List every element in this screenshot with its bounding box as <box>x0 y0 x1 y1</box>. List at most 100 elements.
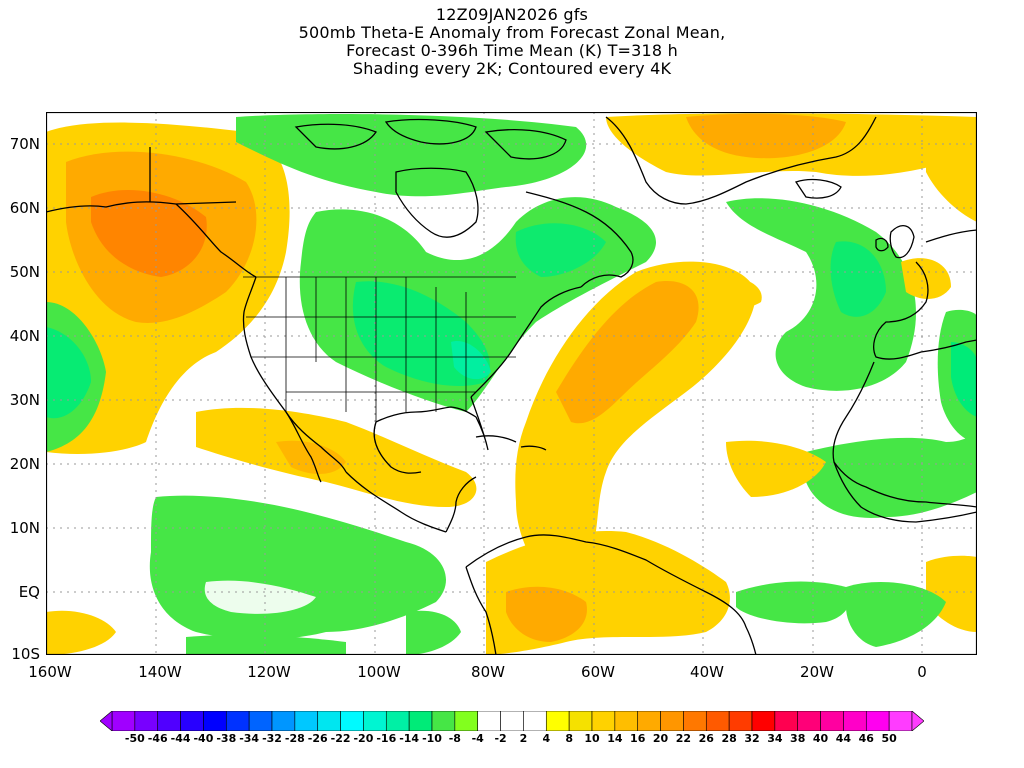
colorbar-tick-label: -22 <box>330 732 351 745</box>
cool-anomaly-west-africa <box>806 432 977 518</box>
title-shading-info: Shading every 2K; Contoured every 4K <box>352 59 672 78</box>
colorbar-tick-label: -14 <box>399 732 420 745</box>
colorbar-swatch <box>317 711 341 731</box>
colorbar-tick-label: -8 <box>448 732 461 745</box>
lon-label-40w: 40W <box>690 663 724 681</box>
colorbar-tick-label: 8 <box>565 732 573 745</box>
colorbar-tick-label: -50 <box>124 732 145 745</box>
colorbar-tick-label: 22 <box>675 732 692 745</box>
colorbar-tick-label: 10 <box>584 732 600 745</box>
colorbar-swatch <box>454 711 479 731</box>
map-panel <box>46 112 977 655</box>
title-run-time: 12Z09JAN2026 gfs <box>435 5 589 24</box>
colorbar-swatch <box>545 711 570 731</box>
lat-label-10s: 10S <box>11 645 40 663</box>
coastlines <box>46 116 977 655</box>
colorbar-tick-label: 16 <box>630 732 646 745</box>
colorbar-tick-label: -28 <box>284 732 305 745</box>
colorbar-tick-label: 44 <box>835 732 852 745</box>
colorbar-swatch <box>431 711 456 731</box>
lat-label-40n: 40N <box>9 327 40 345</box>
colorbar-tick-label: -16 <box>376 732 397 745</box>
colorbar-swatch <box>408 711 433 731</box>
colorbar-tick-label: -32 <box>262 732 282 745</box>
colorbar-tick-label: -46 <box>147 732 168 745</box>
colorbar-swatch <box>134 711 159 731</box>
colorbar-tick-label: 28 <box>721 732 737 745</box>
cool-anomaly-equatorial-pacific <box>149 495 461 655</box>
colorbar-swatch <box>728 711 753 731</box>
colorbar-tick-label: -38 <box>216 732 237 745</box>
colorbar-tick-label: 14 <box>607 732 623 745</box>
colorbar-swatch <box>157 711 181 731</box>
colorbar-swatch <box>820 711 844 731</box>
lat-label-10n: 10N <box>9 519 40 537</box>
title-forecast-period: Forecast 0-396h Time Mean (K) T=318 h <box>346 41 678 60</box>
colorbar-tick-label: -40 <box>193 732 214 745</box>
colorbar-swatch <box>500 711 524 731</box>
theta-e-anomaly-map <box>46 112 977 655</box>
colorbar-swatch <box>271 711 296 731</box>
colorbar-swatch <box>797 711 821 731</box>
us-state-borders <box>243 276 516 422</box>
lat-label-20n: 20N <box>9 455 40 473</box>
colorbar-swatch <box>225 711 250 731</box>
colorbar-tick-label: 40 <box>812 732 829 745</box>
colorbar-swatch <box>705 711 730 731</box>
lon-label-0: 0 <box>917 663 927 681</box>
colorbar-tick-label: -2 <box>494 732 507 745</box>
colorbar-swatch <box>614 711 639 731</box>
colorbar-tick-label: 20 <box>652 732 669 745</box>
colorbar-swatch <box>660 711 684 731</box>
colorbar-swatch <box>843 711 867 731</box>
colorbar-tick-label: 38 <box>790 732 806 745</box>
lon-label-80w: 80W <box>471 663 505 681</box>
colorbar-swatch <box>294 711 319 731</box>
colorbar-right-arrow <box>911 711 924 731</box>
colorbar-swatch <box>248 711 273 731</box>
lon-label-160w: 160W <box>28 663 72 681</box>
colorbar-tick-label: 34 <box>767 732 783 745</box>
graticule <box>46 112 977 655</box>
warm-anomaly-atlantic <box>515 261 762 592</box>
lat-label-70n: 70N <box>9 135 40 153</box>
colorbar-tick-label: -26 <box>307 732 328 745</box>
colorbar-swatch <box>751 711 776 731</box>
colorbar-tick-label: 2 <box>519 732 528 745</box>
colorbar-swatch <box>523 711 547 731</box>
colorbar <box>100 711 924 731</box>
colorbar-swatch <box>385 711 410 731</box>
colorbar-tick-label: -4 <box>471 732 484 745</box>
colorbar-swatch <box>203 711 227 731</box>
colorbar-swatch <box>865 711 890 731</box>
colorbar-tick-label: 4 <box>542 732 551 745</box>
map-title: 12Z09JAN2026 gfs 500mb Theta-E Anomaly f… <box>0 6 1024 78</box>
colorbar-swatch <box>477 711 501 731</box>
colorbar-tick-label: -34 <box>239 732 260 745</box>
lon-label-140w: 140W <box>138 663 182 681</box>
cool-anomaly-canada <box>236 114 656 412</box>
colorbar-swatch <box>111 711 136 731</box>
colorbar-tick-label: 50 <box>881 732 897 745</box>
colorbar-swatch <box>568 711 593 731</box>
colorbar-left-arrow <box>100 711 113 731</box>
colorbar-swatch <box>591 711 616 731</box>
colorbar-swatch <box>180 711 204 731</box>
colorbar-tick-label: -44 <box>170 732 191 745</box>
warm-anomaly-south-america <box>486 531 946 655</box>
lat-label-30n: 30N <box>9 391 40 409</box>
colorbar-swatch <box>683 711 707 731</box>
lon-label-120w: 120W <box>247 663 291 681</box>
cool-anomaly-east-atlantic <box>726 198 977 442</box>
warm-anomaly-alaska <box>46 122 290 454</box>
colorbar-swatch <box>888 711 913 731</box>
colorbar-swatch <box>637 711 661 731</box>
colorbar-tick-label: -20 <box>353 732 374 745</box>
lat-label-60n: 60N <box>9 199 40 217</box>
colorbar-tick-label: 46 <box>858 732 874 745</box>
colorbar-tick-label: 32 <box>744 732 760 745</box>
colorbar-tick-label: -10 <box>422 732 442 745</box>
lat-label-50n: 50N <box>9 263 40 281</box>
colorbar-swatch <box>363 711 387 731</box>
colorbar-swatch <box>774 711 799 731</box>
